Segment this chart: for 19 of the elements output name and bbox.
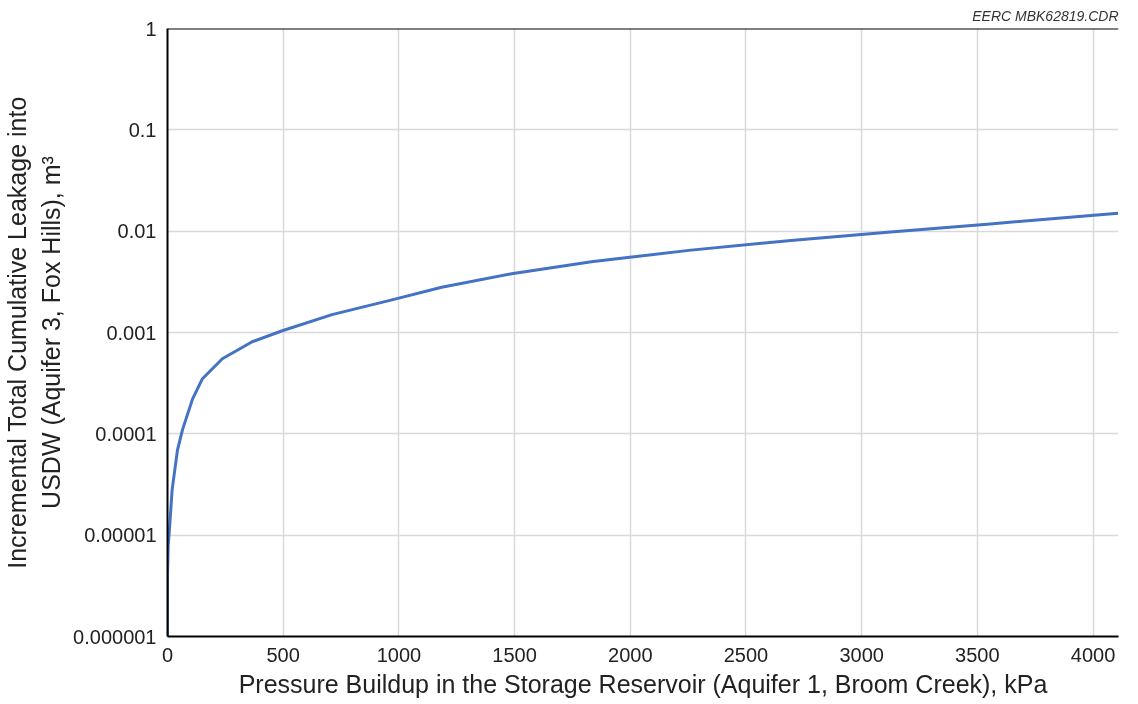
y-tick-label: 0.0001	[95, 422, 157, 445]
x-tick-label: 0	[161, 643, 174, 666]
x-tick-label: 1000	[376, 643, 422, 666]
x-tick-label: 4000	[1070, 643, 1116, 666]
text: EERC MBK62819.CDR	[972, 7, 1119, 24]
y-tick-label: 0.1	[128, 118, 157, 141]
y-axis-title: Incremental Total Cumulative Leakage into USDW (Aquifer 3, Fox Hills), m³	[3, 96, 66, 569]
y-tick-label: 0.00001	[84, 524, 157, 547]
x-tick-label: 500	[266, 643, 300, 666]
x-tick-label: 3000	[839, 643, 884, 666]
x-axis-title: Pressure Buildup in the Storage Reservoir (Aquifer 1, Broom Creek), kPa	[238, 669, 1048, 698]
y-tick-label: 0.01	[117, 220, 157, 243]
y-tick-label: 1	[145, 17, 157, 40]
y-tick-label: 0.001	[106, 321, 157, 344]
x-tick-label: 3500	[955, 643, 1000, 666]
x-tick-label: 2500	[723, 643, 769, 666]
x-tick-label: 2000	[608, 643, 653, 666]
x-tick-label: 1500	[492, 643, 537, 666]
y-tick-label: 0.000001	[73, 625, 157, 648]
